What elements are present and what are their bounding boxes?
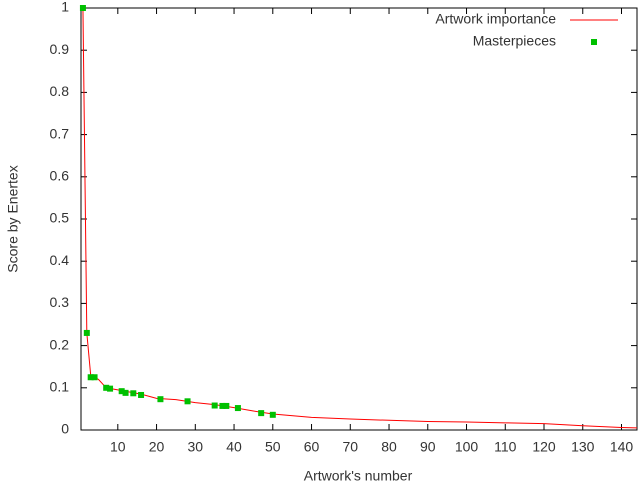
- point: [107, 385, 114, 392]
- y-tick-label: 0.3: [50, 294, 70, 310]
- point: [87, 374, 94, 381]
- x-tick-label: 140: [610, 439, 634, 455]
- point: [130, 390, 137, 397]
- y-tick-label: 1: [61, 0, 69, 15]
- point: [138, 391, 145, 398]
- x-tick-label: 30: [188, 439, 204, 455]
- point: [269, 411, 276, 418]
- x-tick-label: 10: [110, 439, 126, 455]
- point: [83, 329, 90, 336]
- x-tick-label: 90: [420, 439, 436, 455]
- x-tick-label: 70: [342, 439, 358, 455]
- x-tick-label: 40: [226, 439, 242, 455]
- plot-frame: [80, 7, 638, 431]
- legend-label: Masterpieces: [473, 33, 556, 49]
- x-tick-label: 80: [381, 439, 397, 455]
- x-tick-label: 130: [571, 439, 595, 455]
- x-tick-label: 110: [494, 439, 517, 455]
- point: [122, 389, 129, 396]
- point: [258, 410, 265, 417]
- x-tick-label: 60: [304, 439, 320, 455]
- x-tick-label: 20: [149, 439, 165, 455]
- y-tick-label: 0.2: [50, 336, 70, 352]
- y-tick-label: 0.6: [50, 168, 70, 184]
- x-axis-label: Artwork's number: [304, 468, 413, 484]
- y-tick-label: 0.7: [50, 125, 70, 141]
- y-tick-label: 0.8: [50, 83, 70, 99]
- point: [79, 5, 86, 11]
- y-tick-label: 0: [61, 421, 69, 437]
- x-tick-label: 100: [455, 439, 479, 455]
- legend-key: [591, 39, 597, 45]
- legend-label: Artwork importance: [435, 11, 556, 27]
- point: [211, 402, 218, 409]
- y-tick-label: 0.5: [50, 210, 70, 226]
- point: [103, 384, 110, 391]
- point: [157, 396, 164, 403]
- y-tick-label: 0.9: [50, 41, 70, 57]
- y-tick-label: 0.4: [50, 252, 70, 268]
- point: [223, 402, 230, 409]
- x-tick-label: 50: [265, 439, 281, 455]
- line: [82, 7, 638, 429]
- y-axis-label: Score by Enertex: [5, 165, 21, 272]
- point: [219, 402, 226, 409]
- point: [234, 405, 241, 412]
- y-tick-label: 0.1: [50, 379, 70, 395]
- point: [91, 374, 98, 381]
- point: [118, 388, 125, 395]
- x-tick-label: 120: [532, 439, 556, 455]
- point: [184, 398, 191, 405]
